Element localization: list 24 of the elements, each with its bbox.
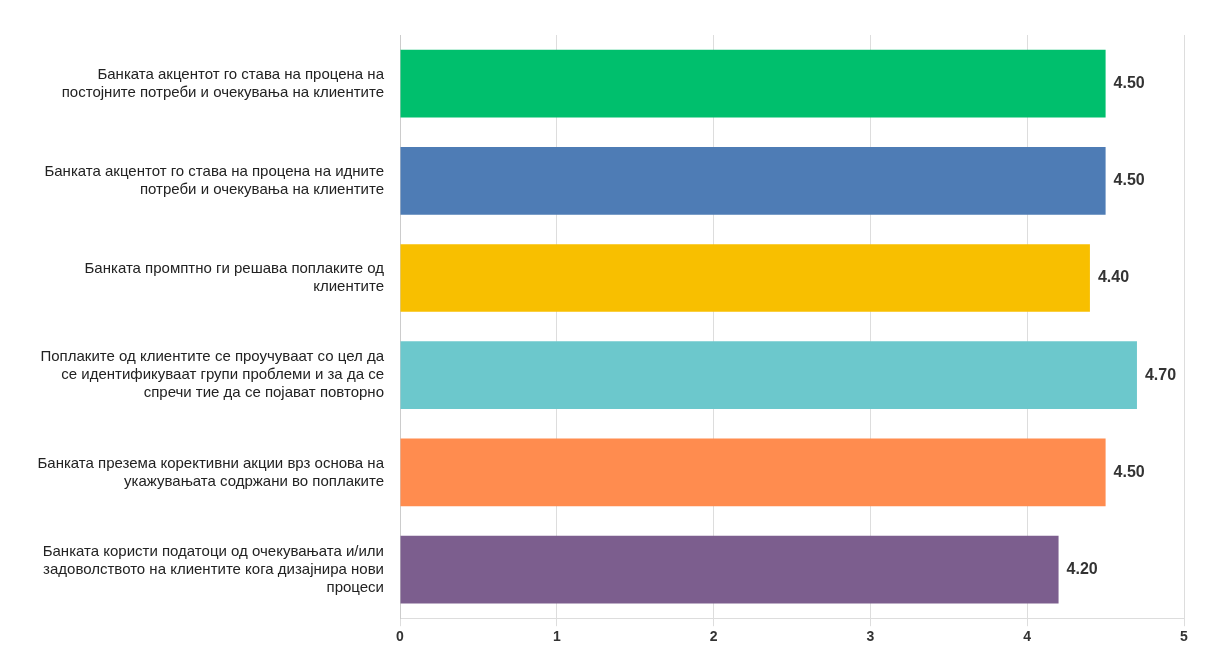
y-tick-label: Банката користи податоци од очекувањата и/или задоволството на клиентите кога дизајнира нови процеси — [42, 541, 384, 595]
x-tick-label: 1 — [552, 628, 561, 645]
data-label: 4.50 — [1113, 171, 1145, 189]
bar — [400, 146, 1106, 215]
bar — [400, 49, 1106, 118]
data-label: 4.50 — [1113, 74, 1145, 92]
x-tick-label: 3 — [866, 628, 875, 645]
bar — [400, 341, 1137, 410]
data-label: 4.20 — [1066, 560, 1098, 578]
y-tick-label: Банката акцентот го става на процена на постојните потреби и очекувања на клиентите — [61, 64, 385, 100]
x-tick-label: 4 — [1023, 628, 1032, 645]
bar — [400, 244, 1090, 312]
y-tick-label: Банката презема корективни акции врз основа на укажувањата содржани во поплаките — [37, 453, 385, 489]
y-tick-label: Банката промптно ги решава поплаките од клиентите — [84, 259, 385, 295]
data-label: 4.50 — [1113, 462, 1145, 480]
x-tick-label: 2 — [709, 628, 718, 645]
y-tick-label: Поплаките од клиентите се проучуваат со цел да се идентификуваат групи проблеми и за да се спречи тие да се појават повторно — [40, 347, 385, 401]
x-tick-label: 0 — [396, 628, 405, 645]
bar — [400, 535, 1059, 604]
x-tick-label: 5 — [1180, 628, 1189, 645]
bar — [400, 438, 1106, 507]
data-label: 4.70 — [1144, 365, 1177, 383]
y-tick-label: Банката акцентот го става на процена на идните потреби и очекувања на клиентите — [44, 161, 384, 197]
data-label: 4.40 — [1097, 268, 1130, 286]
